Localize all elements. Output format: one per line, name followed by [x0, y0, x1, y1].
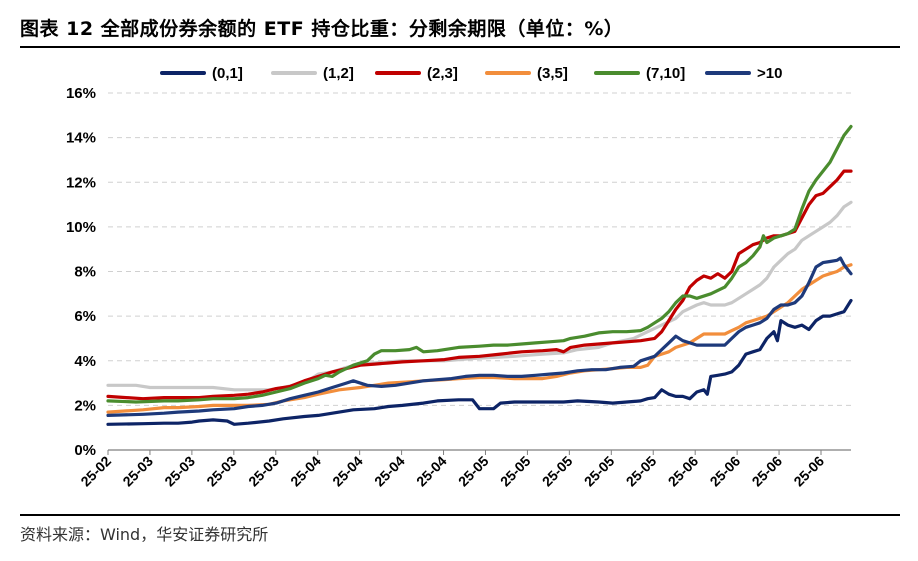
- series-line-5: [106, 256, 853, 417]
- y-axis-ticks: 0% 2% 4% 6% 8% 10% 12% 14% 16%: [66, 85, 96, 459]
- x-tick-label: 25-03: [119, 453, 156, 490]
- x-tick-label: 25-04: [413, 453, 450, 490]
- legend-label-5: >10: [757, 65, 782, 82]
- y-tick-label: 12%: [66, 174, 96, 191]
- x-tick-label: 25-06: [707, 453, 744, 490]
- x-tick-label: 25-04: [287, 453, 324, 490]
- bottom-rule: [20, 514, 900, 516]
- x-tick-label: 25-06: [749, 453, 786, 490]
- x-tick-label: 25-05: [623, 453, 660, 490]
- x-tick-label: 25-06: [665, 453, 702, 490]
- series-line-4: [106, 124, 853, 404]
- x-tick-label: 25-03: [245, 453, 282, 490]
- y-tick-label: 10%: [66, 219, 96, 236]
- top-rule: [20, 46, 900, 48]
- y-tick-label: 4%: [74, 353, 96, 370]
- y-tick-label: 14%: [66, 130, 96, 147]
- legend-label-1: (1,2]: [323, 65, 354, 82]
- chart-series: [106, 124, 853, 426]
- legend-label-0: (0,1]: [212, 65, 243, 82]
- x-tick-label: 25-05: [497, 453, 534, 490]
- y-tick-label: 8%: [74, 264, 96, 281]
- x-tick-label: 25-03: [161, 453, 198, 490]
- series-line-3: [106, 263, 853, 414]
- legend-label-4: (7,10]: [646, 65, 685, 82]
- x-tick-label: 25-05: [455, 453, 492, 490]
- chart-legend: (0,1] (1,2] (2,3] (3,5] (7,10] >10: [160, 65, 782, 82]
- figure-title: 图表 12 全部成份券余额的 ETF 持仓比重：分剩余期限（单位：%）: [20, 18, 624, 40]
- legend-label-3: (3,5]: [537, 65, 568, 82]
- chart-gridlines: [108, 92, 851, 406]
- x-tick-label: 25-06: [790, 453, 827, 490]
- x-axis-ticks: 25-02 25-03 25-03 25-03 25-03 25-04 25-04 25-04…: [77, 450, 827, 489]
- x-tick-label: 25-05: [539, 453, 576, 490]
- x-tick-label: 25-04: [371, 453, 408, 490]
- x-tick-label: 25-04: [329, 453, 366, 490]
- legend-label-2: (2,3]: [427, 65, 458, 82]
- y-tick-label: 16%: [66, 85, 96, 102]
- series-line-0: [106, 298, 853, 426]
- y-tick-label: 0%: [74, 442, 96, 459]
- y-tick-label: 6%: [74, 308, 96, 325]
- source-note: 资料来源：Wind，华安证券研究所: [20, 525, 269, 544]
- y-tick-label: 2%: [74, 397, 96, 414]
- x-tick-label: 25-03: [203, 453, 240, 490]
- x-tick-label: 25-05: [581, 453, 618, 490]
